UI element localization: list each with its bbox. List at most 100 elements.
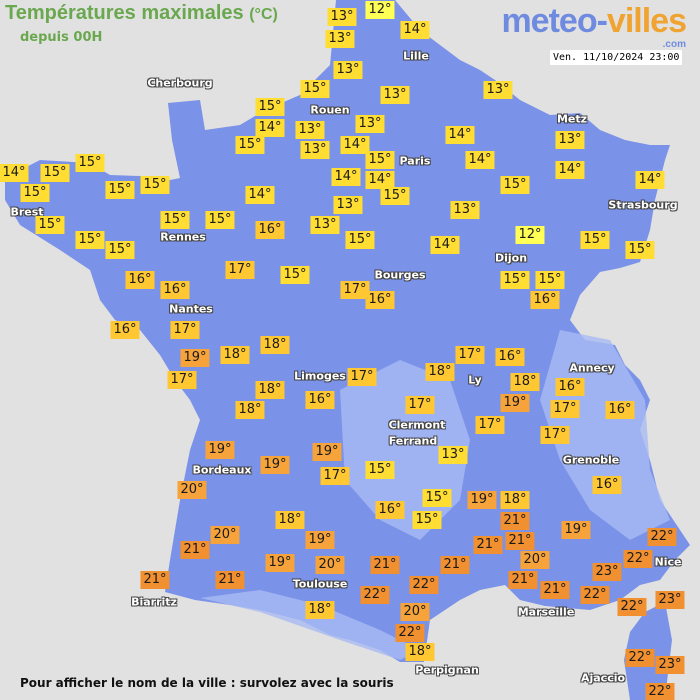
temperature-label[interactable]: 14° xyxy=(245,186,275,204)
temperature-label[interactable]: 13° xyxy=(450,201,480,219)
temperature-label[interactable]: 14° xyxy=(331,168,361,186)
temperature-label[interactable]: 21° xyxy=(370,556,400,574)
temperature-label[interactable]: 17° xyxy=(550,400,580,418)
temperature-label[interactable]: 19° xyxy=(180,349,210,367)
temperature-label[interactable]: 17° xyxy=(475,416,505,434)
temperature-label[interactable]: 16° xyxy=(592,476,622,494)
temperature-label[interactable]: 16° xyxy=(375,501,405,519)
temperature-label[interactable]: 15° xyxy=(380,187,410,205)
temperature-label[interactable]: 14° xyxy=(0,164,29,182)
temperature-label[interactable]: 16° xyxy=(160,281,190,299)
temperature-label[interactable]: 13° xyxy=(325,30,355,48)
temperature-label[interactable]: 14° xyxy=(365,171,395,189)
temperature-label[interactable]: 18° xyxy=(260,336,290,354)
temperature-label[interactable]: 22° xyxy=(617,598,647,616)
temperature-label[interactable]: 18° xyxy=(220,346,250,364)
temperature-label[interactable]: 16° xyxy=(530,291,560,309)
temperature-label[interactable]: 22° xyxy=(395,624,425,642)
temperature-label[interactable]: 15° xyxy=(422,489,452,507)
temperature-label[interactable]: 15° xyxy=(75,154,105,172)
meteo-villes-logo[interactable]: meteo-villes .com xyxy=(501,2,687,50)
temperature-label[interactable]: 20° xyxy=(400,603,430,621)
temperature-label[interactable]: 15° xyxy=(105,181,135,199)
temperature-label[interactable]: 16° xyxy=(605,401,635,419)
temperature-label[interactable]: 15° xyxy=(20,184,50,202)
temperature-label[interactable]: 13° xyxy=(483,81,513,99)
temperature-label[interactable]: 15° xyxy=(75,231,105,249)
temperature-label[interactable]: 17° xyxy=(170,321,200,339)
temperature-label[interactable]: 21° xyxy=(215,571,245,589)
temperature-label[interactable]: 22° xyxy=(645,683,675,700)
temperature-label[interactable]: 23° xyxy=(592,563,622,581)
temperature-label[interactable]: 15° xyxy=(300,80,330,98)
temperature-label[interactable]: 15° xyxy=(625,241,655,259)
temperature-label[interactable]: 15° xyxy=(535,271,565,289)
temperature-label[interactable]: 21° xyxy=(180,541,210,559)
temperature-label[interactable]: 23° xyxy=(655,656,685,674)
temperature-label[interactable]: 18° xyxy=(425,363,455,381)
temperature-label[interactable]: 17° xyxy=(340,281,370,299)
temperature-label[interactable]: 13° xyxy=(295,121,325,139)
temperature-label[interactable]: 15° xyxy=(235,136,265,154)
temperature-label[interactable]: 15° xyxy=(35,216,65,234)
temperature-label[interactable]: 15° xyxy=(40,164,70,182)
temperature-label[interactable]: 13° xyxy=(380,86,410,104)
temperature-label[interactable]: 15° xyxy=(412,511,442,529)
temperature-label[interactable]: 15° xyxy=(365,461,395,479)
temperature-label[interactable]: 22° xyxy=(409,576,439,594)
temperature-label[interactable]: 20° xyxy=(315,556,345,574)
temperature-label[interactable]: 18° xyxy=(305,601,335,619)
temperature-label[interactable]: 20° xyxy=(177,481,207,499)
temperature-label[interactable]: 17° xyxy=(167,371,197,389)
temperature-label[interactable]: 19° xyxy=(467,491,497,509)
temperature-label[interactable]: 15° xyxy=(160,211,190,229)
temperature-label[interactable]: 13° xyxy=(333,196,363,214)
temperature-label[interactable]: 19° xyxy=(265,554,295,572)
temperature-label[interactable]: 14° xyxy=(430,236,460,254)
temperature-label[interactable]: 16° xyxy=(495,348,525,366)
temperature-label[interactable]: 13° xyxy=(333,61,363,79)
temperature-label[interactable]: 13° xyxy=(310,216,340,234)
temperature-label[interactable]: 12° xyxy=(365,1,395,19)
temperature-label[interactable]: 21° xyxy=(140,571,170,589)
temperature-label[interactable]: 20° xyxy=(520,551,550,569)
temperature-label[interactable]: 22° xyxy=(625,649,655,667)
temperature-label[interactable]: 15° xyxy=(280,266,310,284)
temperature-label[interactable]: 14° xyxy=(255,119,285,137)
temperature-label[interactable]: 15° xyxy=(365,151,395,169)
temperature-label[interactable]: 15° xyxy=(500,176,530,194)
temperature-label[interactable]: 18° xyxy=(510,373,540,391)
temperature-label[interactable]: 14° xyxy=(555,161,585,179)
temperature-label[interactable]: 17° xyxy=(320,467,350,485)
temperature-label[interactable]: 18° xyxy=(235,401,265,419)
temperature-label[interactable]: 17° xyxy=(347,368,377,386)
temperature-label[interactable]: 18° xyxy=(500,491,530,509)
temperature-label[interactable]: 15° xyxy=(205,211,235,229)
temperature-label[interactable]: 18° xyxy=(275,511,305,529)
temperature-label[interactable]: 22° xyxy=(360,586,390,604)
temperature-label[interactable]: 21° xyxy=(473,536,503,554)
temperature-label[interactable]: 15° xyxy=(105,241,135,259)
temperature-label[interactable]: 15° xyxy=(255,98,285,116)
temperature-label[interactable]: 22° xyxy=(580,586,610,604)
temperature-label[interactable]: 19° xyxy=(305,531,335,549)
temperature-label[interactable]: 14° xyxy=(400,21,430,39)
temperature-label[interactable]: 20° xyxy=(210,526,240,544)
temperature-label[interactable]: 21° xyxy=(500,512,530,530)
temperature-label[interactable]: 17° xyxy=(225,261,255,279)
temperature-label[interactable]: 23° xyxy=(655,591,685,609)
temperature-label[interactable]: 13° xyxy=(438,446,468,464)
temperature-label[interactable]: 17° xyxy=(540,426,570,444)
temperature-label[interactable]: 19° xyxy=(260,456,290,474)
temperature-label[interactable]: 21° xyxy=(540,581,570,599)
temperature-label[interactable]: 16° xyxy=(125,271,155,289)
temperature-label[interactable]: 13° xyxy=(300,141,330,159)
temperature-label[interactable]: 21° xyxy=(508,571,538,589)
temperature-label[interactable]: 14° xyxy=(465,151,495,169)
temperature-label[interactable]: 13° xyxy=(355,115,385,133)
temperature-label[interactable]: 19° xyxy=(312,443,342,461)
temperature-label[interactable]: 15° xyxy=(500,271,530,289)
temperature-label[interactable]: 17° xyxy=(455,346,485,364)
temperature-label[interactable]: 21° xyxy=(440,556,470,574)
temperature-label[interactable]: 13° xyxy=(327,8,357,26)
